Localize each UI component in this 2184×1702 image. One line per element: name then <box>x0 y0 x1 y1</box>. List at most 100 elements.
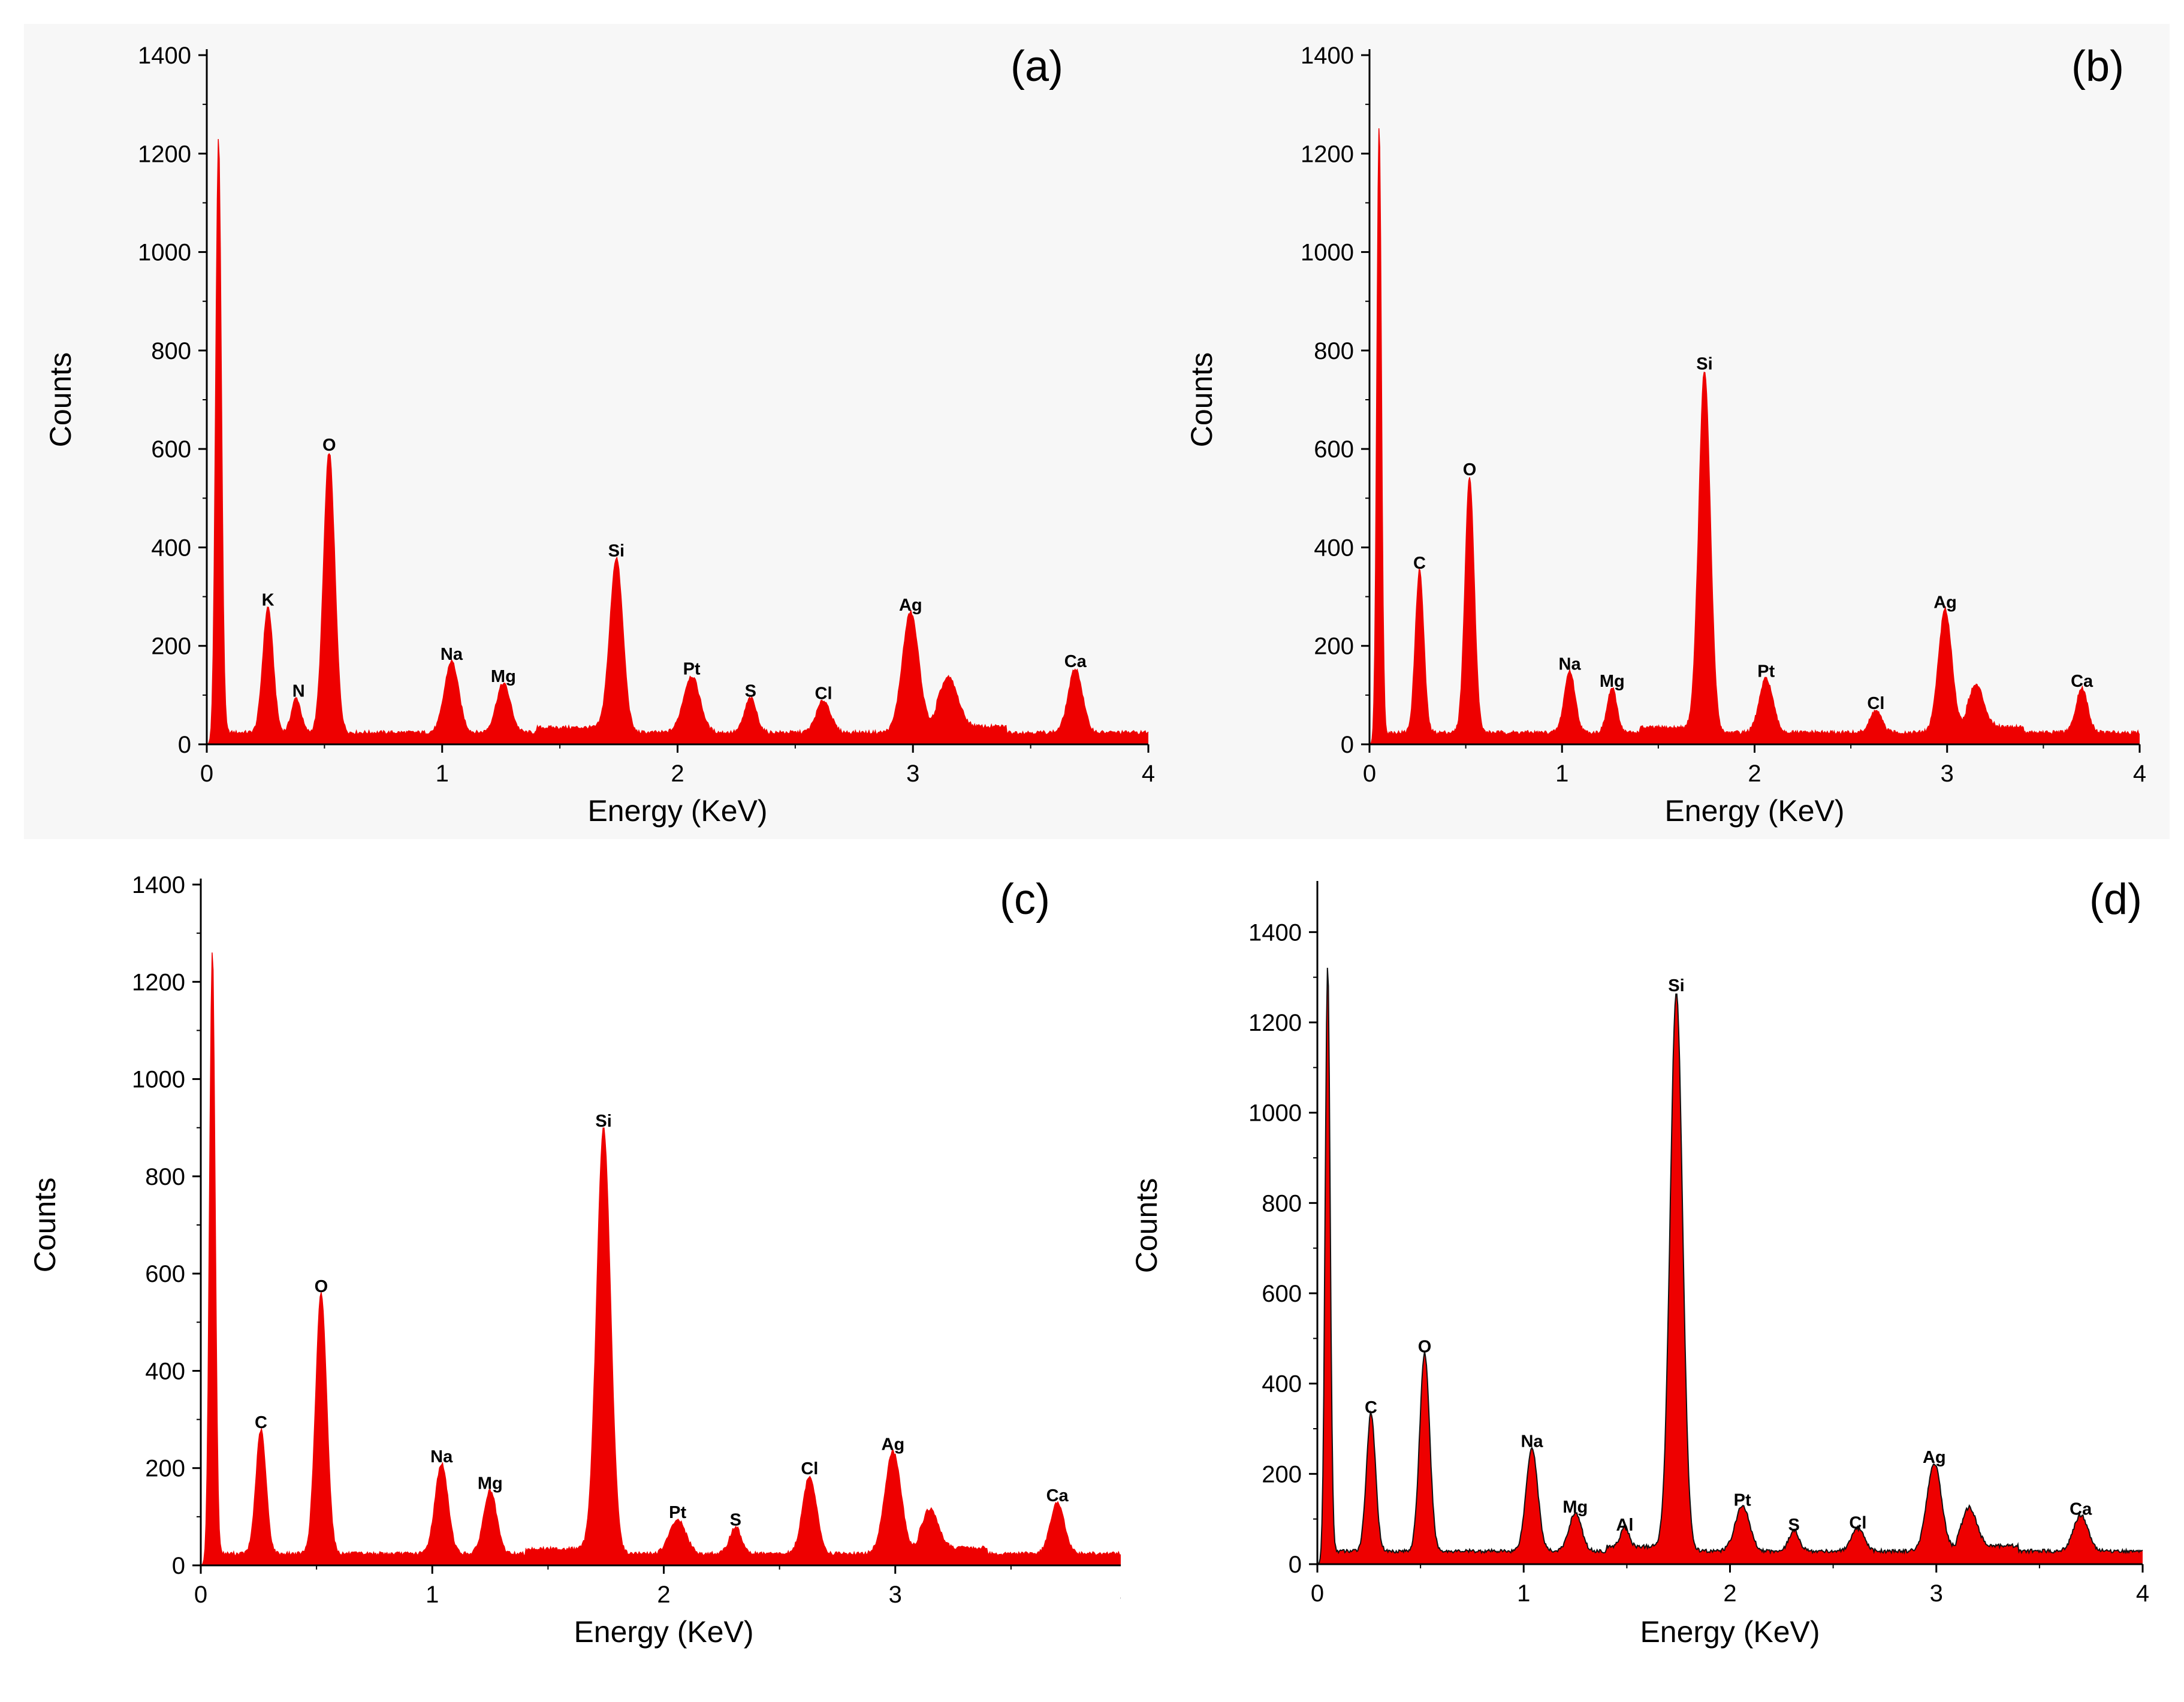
peak-label: Si <box>608 541 625 560</box>
peak-label: Pt <box>1757 662 1775 681</box>
x-tick-label: 1 <box>1555 761 1568 787</box>
y-tick-label: 800 <box>1262 1190 1302 1217</box>
y-tick-label: 800 <box>1314 338 1354 364</box>
panel-label: (c) <box>1000 876 1050 924</box>
spectrum-line <box>1317 967 2143 1565</box>
y-tick-label: 200 <box>145 1456 185 1482</box>
peak-label: Mg <box>478 1474 503 1493</box>
peak-label: Pt <box>669 1503 686 1522</box>
y-tick-label: 1200 <box>1248 1010 1302 1036</box>
y-tick-label: 600 <box>151 436 191 463</box>
x-tick-label: 0 <box>1311 1580 1324 1607</box>
y-tick-label: 600 <box>1314 436 1354 463</box>
peak-label: Ca <box>1064 652 1087 671</box>
spectrum-fill <box>1317 967 2143 1564</box>
x-axis-title: Energy (KeV) <box>1640 1615 1820 1649</box>
y-tick-label: 800 <box>145 1164 185 1190</box>
x-tick-label: 2 <box>1748 761 1761 787</box>
y-tick-label: 0 <box>1289 1552 1302 1578</box>
peak-label: Cl <box>801 1459 818 1478</box>
peak-label: Pt <box>1734 1491 1751 1510</box>
y-axis-title: Counts <box>1185 352 1218 447</box>
peak-label: C <box>255 1413 267 1432</box>
x-tick-label: 0 <box>200 761 213 787</box>
peak-label: Si <box>1696 354 1712 373</box>
peak-labels: C O Na Mg Si Pt Cl Ag Ca <box>1413 354 2093 713</box>
x-tick-label: 4 <box>2133 761 2146 787</box>
peak-label: Ag <box>1933 593 1957 612</box>
y-tick-label: 1200 <box>138 141 191 167</box>
peak-label: O <box>1418 1338 1432 1357</box>
y-tick-label: 0 <box>1341 732 1354 758</box>
y-tick-label: 1400 <box>1301 43 1354 69</box>
y-tick-label: 200 <box>1314 633 1354 660</box>
peak-label: O <box>1463 460 1477 479</box>
spectrum-fill <box>201 952 1127 1565</box>
peak-label: Pt <box>683 660 701 679</box>
y-tick-label: 400 <box>151 535 191 561</box>
y-tick-label: 400 <box>1314 535 1354 561</box>
eds-panel-b: C O Na Mg Si Pt Cl Ag Ca 0 200 400 600 800 1000 1200 14… <box>1163 24 2170 839</box>
x-axis-title: Energy (KeV) <box>574 1615 753 1649</box>
y-axis-title: Counts <box>1130 1178 1163 1273</box>
peak-label: Cl <box>815 684 832 704</box>
panel-label: (d) <box>2089 876 2142 924</box>
peak-label: Al <box>1616 1516 1633 1535</box>
peak-labels: C O Na Mg Si Pt S Cl Ag Ca <box>255 1112 1069 1529</box>
peak-label: K <box>262 591 274 610</box>
panel-label: (a) <box>1010 43 1063 90</box>
peak-label: S <box>1788 1516 1800 1535</box>
eds-panel-c: C O Na Mg Si Pt S Cl Ag Ca 0 200 400 600 800 1000 1200 1… <box>24 839 1163 1690</box>
peak-label: Cl <box>1849 1513 1866 1532</box>
eds-panel-d: C O Na Mg Al Si Pt S Cl Ag Ca 0 200 400 600 800 1000 120… <box>1121 839 2170 1690</box>
peak-labels: K N O Na Mg Si Pt S Cl Ag Ca <box>262 436 1087 704</box>
x-tick-label: 4 <box>1142 761 1155 787</box>
x-tick-label: 3 <box>906 761 919 787</box>
spectrum-fill <box>1369 128 2140 745</box>
panel-label: (b) <box>2071 43 2124 90</box>
y-tick-label: 1400 <box>132 872 185 898</box>
x-tick-label: 0 <box>1363 761 1376 787</box>
peak-label: O <box>322 436 336 455</box>
y-tick-label: 200 <box>1262 1461 1302 1487</box>
y-tick-label: 1000 <box>132 1067 185 1093</box>
y-axis-title: Counts <box>28 1178 62 1272</box>
y-ticks: 0 200 400 600 800 1000 1200 1400 <box>1301 43 1369 758</box>
y-tick-label: 1400 <box>1248 919 1302 946</box>
x-tick-label: 1 <box>436 761 449 787</box>
peak-label: Na <box>430 1447 453 1466</box>
plot-area <box>1369 128 2140 745</box>
peak-label: Ag <box>899 596 922 615</box>
y-tick-label: 800 <box>151 338 191 364</box>
x-axis-title: Energy (KeV) <box>587 794 767 828</box>
peak-label: Na <box>1559 654 1582 674</box>
peak-label: Ca <box>1046 1486 1069 1505</box>
peak-label: N <box>292 682 305 701</box>
y-tick-label: 1000 <box>1301 240 1354 266</box>
y-tick-label: 400 <box>1262 1371 1302 1398</box>
peak-label: Mg <box>1562 1498 1588 1517</box>
x-tick-label: 4 <box>2136 1580 2149 1607</box>
y-tick-label: 600 <box>1262 1281 1302 1307</box>
x-tick-label: 3 <box>889 1582 902 1608</box>
plot-area <box>1317 967 2143 1565</box>
y-tick-label: 1200 <box>1301 141 1354 167</box>
peak-label: Ca <box>2071 672 2093 691</box>
y-tick-label: 0 <box>178 732 191 758</box>
x-tick-label: 0 <box>194 1582 207 1608</box>
peak-label: Na <box>1521 1432 1543 1451</box>
spectrum-fill <box>207 139 1148 744</box>
peak-label: Ag <box>882 1435 905 1454</box>
peak-label: S <box>745 682 756 701</box>
peak-labels: C O Na Mg Al Si Pt S Cl Ag Ca <box>1365 976 2092 1535</box>
peak-label: O <box>315 1277 328 1296</box>
spectrum-line <box>200 952 1127 1566</box>
y-tick-label: 1000 <box>1248 1100 1302 1127</box>
peak-label: Cl <box>1867 694 1884 713</box>
